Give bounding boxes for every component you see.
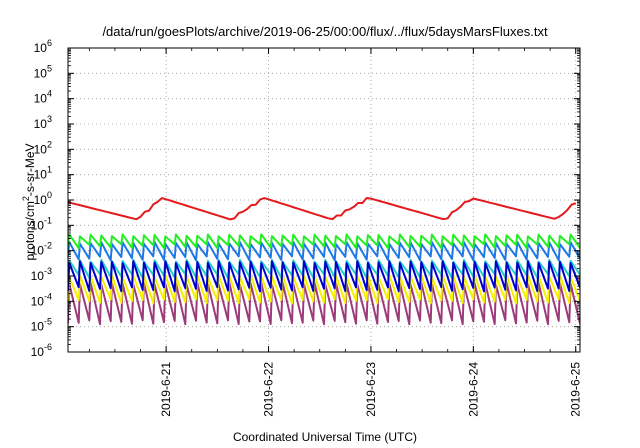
x-tick-label: 2019-6-24 <box>466 362 480 417</box>
series-line-6 <box>68 281 580 326</box>
x-axis: 2019-6-21 2019-6-22 2019-6-23 2019-6-24 2019… <box>88 48 583 417</box>
y-tick-label: 10-3 <box>31 266 52 283</box>
y-tick-label: 104 <box>34 89 52 106</box>
y-tick-label: 10-4 <box>31 291 52 308</box>
y-tick-label: 10-6 <box>31 342 52 359</box>
x-tick-label: 2019-6-23 <box>364 362 378 417</box>
series-line-4 <box>68 260 580 293</box>
x-tick-label: 2019-6-22 <box>262 362 276 417</box>
series-line-1 <box>68 233 580 250</box>
series-line-2 <box>68 241 580 262</box>
y-tick-label: 101 <box>34 165 52 182</box>
x-axis-label: Coordinated Universal Time (UTC) <box>233 430 417 444</box>
y-tick-label: 105 <box>34 63 52 80</box>
y-axis-label-sup: 2 <box>21 196 31 201</box>
y-tick-label: 10-2 <box>31 241 52 258</box>
y-axis-label: protons/cm2-s-sr-MeV <box>21 143 37 260</box>
y-axis-label-suffix: -s-sr-MeV <box>23 143 37 196</box>
y-tick-label: 10-1 <box>31 215 52 232</box>
y-tick-label: 100 <box>34 190 52 207</box>
series-line-0 <box>68 197 577 221</box>
y-tick-label: 102 <box>34 139 52 156</box>
y-axis: 10-6 10-5 10-4 10-3 10-2 10-1 100 101 102 103 104 1… <box>31 38 580 359</box>
y-tick-label: 10-5 <box>31 317 52 334</box>
x-tick-label: 2019-6-21 <box>159 362 173 417</box>
y-axis-label-prefix: protons/cm <box>23 201 37 260</box>
y-tick-label: 103 <box>34 114 52 131</box>
y-tick-label: 106 <box>34 38 52 55</box>
x-tick-label: 2019-6-25 <box>569 362 583 417</box>
chart-title: /data/run/goesPlots/archive/2019-06-25/0… <box>102 24 548 39</box>
series-layer <box>68 197 580 326</box>
